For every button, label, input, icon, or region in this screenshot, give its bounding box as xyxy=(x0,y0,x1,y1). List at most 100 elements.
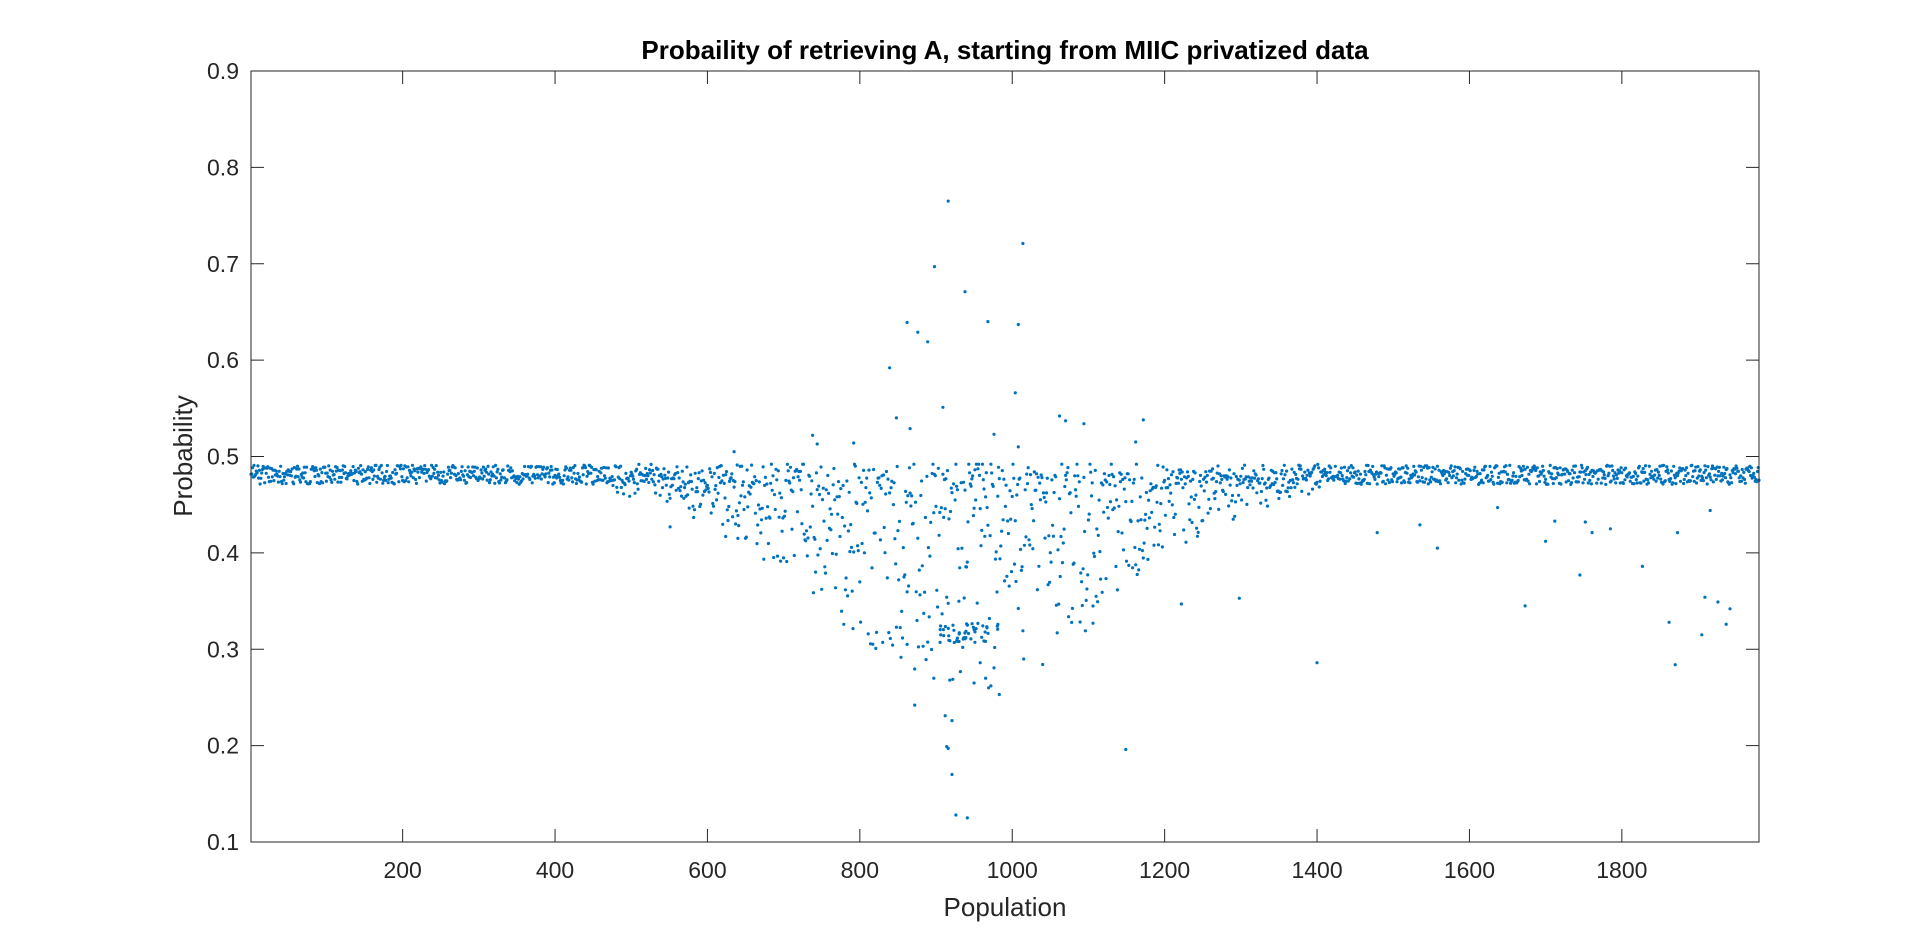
data-point xyxy=(1124,500,1128,504)
data-point xyxy=(1347,466,1351,470)
data-point xyxy=(503,476,507,480)
data-point xyxy=(979,544,983,548)
data-point xyxy=(818,547,822,551)
data-point xyxy=(1083,629,1087,633)
data-point xyxy=(1044,500,1048,504)
data-point xyxy=(1204,480,1209,484)
data-point xyxy=(1363,469,1367,474)
data-point xyxy=(1673,663,1677,667)
data-point xyxy=(907,584,911,588)
data-point xyxy=(830,512,834,516)
data-point xyxy=(1379,471,1383,475)
data-point xyxy=(804,539,808,543)
data-point xyxy=(1057,602,1061,606)
data-point xyxy=(679,494,684,498)
data-point xyxy=(988,534,992,538)
data-point xyxy=(956,547,960,551)
data-point xyxy=(533,476,537,480)
data-point xyxy=(323,465,327,469)
data-point xyxy=(761,465,765,469)
data-point xyxy=(282,478,286,482)
data-point xyxy=(999,544,1003,548)
data-point xyxy=(1489,470,1494,474)
data-point xyxy=(1120,531,1124,535)
data-point xyxy=(1121,548,1126,552)
data-point xyxy=(492,474,496,478)
data-point xyxy=(717,475,721,480)
data-point xyxy=(1003,579,1007,583)
data-point xyxy=(926,640,930,644)
data-point xyxy=(1144,512,1148,517)
data-point xyxy=(615,490,620,494)
data-point xyxy=(1414,470,1418,474)
data-point xyxy=(1419,468,1423,472)
data-point xyxy=(1019,568,1024,573)
data-point xyxy=(709,511,713,515)
data-point xyxy=(984,495,988,499)
data-point xyxy=(1438,482,1443,486)
data-point xyxy=(965,622,969,626)
data-point xyxy=(724,470,729,474)
data-point xyxy=(1219,474,1223,478)
data-point xyxy=(627,479,631,483)
data-point xyxy=(652,473,656,477)
data-point xyxy=(1659,477,1663,481)
data-point xyxy=(946,601,950,605)
data-point xyxy=(1373,477,1377,481)
data-point xyxy=(923,515,928,520)
data-point xyxy=(1298,464,1302,468)
data-point xyxy=(1544,477,1548,481)
data-point xyxy=(1727,482,1731,486)
data-point xyxy=(1112,475,1116,479)
data-point xyxy=(1478,472,1482,476)
data-point xyxy=(1191,477,1195,481)
data-point xyxy=(835,495,839,499)
data-point xyxy=(1624,466,1628,470)
data-point xyxy=(1534,482,1539,486)
data-point xyxy=(564,466,569,470)
data-point xyxy=(1064,478,1068,482)
data-point xyxy=(849,545,854,550)
data-point xyxy=(277,469,281,473)
data-point xyxy=(266,475,271,479)
data-point xyxy=(1579,470,1583,474)
data-point xyxy=(518,475,522,479)
data-point xyxy=(962,596,966,600)
data-point xyxy=(1639,481,1643,485)
data-point xyxy=(280,482,284,486)
data-point xyxy=(530,481,534,485)
data-point xyxy=(1038,498,1042,502)
data-point xyxy=(904,489,908,493)
data-point xyxy=(1620,471,1624,475)
data-point xyxy=(986,523,990,527)
data-point xyxy=(924,658,928,662)
data-point xyxy=(266,465,270,469)
data-point xyxy=(784,478,788,482)
data-point xyxy=(841,483,845,488)
data-point xyxy=(1612,477,1616,481)
data-point xyxy=(1449,464,1453,468)
data-point xyxy=(1559,482,1563,486)
data-point xyxy=(771,474,775,478)
data-point xyxy=(836,512,840,516)
data-point xyxy=(434,464,438,468)
data-point xyxy=(1736,469,1740,473)
data-point xyxy=(1661,482,1665,486)
data-point xyxy=(731,515,735,519)
data-point xyxy=(977,473,982,477)
data-point xyxy=(1015,493,1019,497)
data-point xyxy=(865,476,869,480)
data-point xyxy=(1583,520,1587,524)
data-point xyxy=(622,492,626,496)
data-point xyxy=(911,521,915,526)
data-point xyxy=(651,480,655,484)
data-point xyxy=(1041,662,1045,667)
data-point xyxy=(1036,475,1040,479)
data-point xyxy=(984,676,988,680)
data-point xyxy=(581,473,585,477)
data-point xyxy=(922,611,926,616)
data-point xyxy=(727,504,731,509)
data-point xyxy=(1000,529,1004,533)
data-point xyxy=(955,638,959,643)
data-point xyxy=(1563,472,1567,476)
